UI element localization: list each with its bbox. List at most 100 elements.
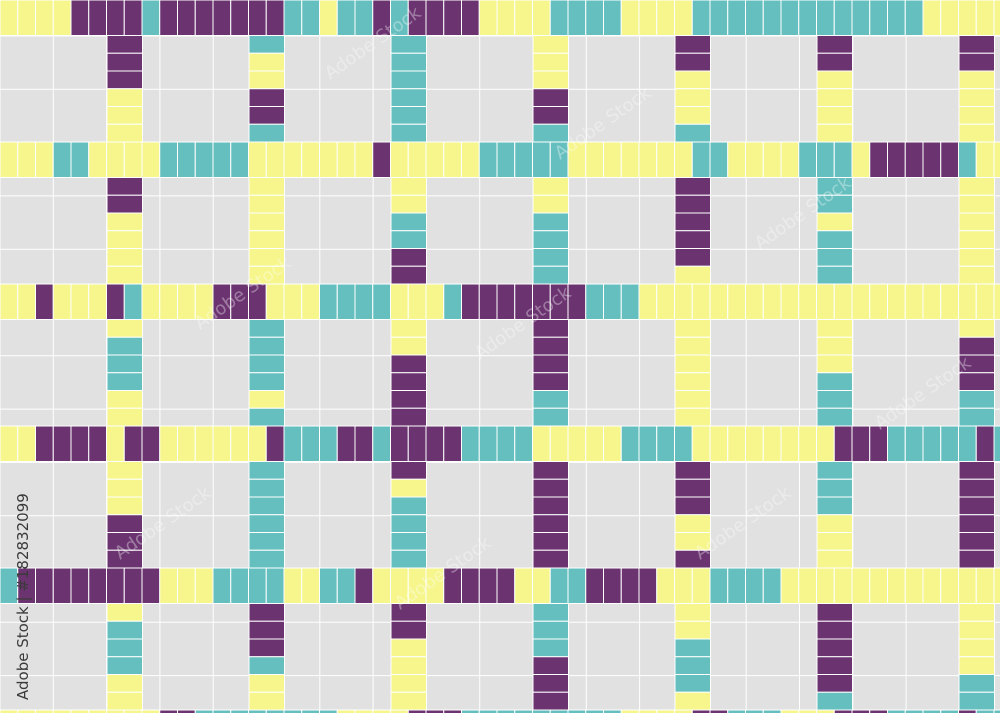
vertical-tile	[816, 390, 853, 409]
vertical-tile	[248, 70, 285, 90]
vertical-tile	[106, 265, 143, 285]
horizontal-tile	[159, 283, 178, 320]
horizontal-tile	[461, 0, 480, 36]
vertical-tile	[674, 656, 711, 675]
vertical-tile	[816, 70, 853, 90]
horizontal-tile	[709, 0, 729, 36]
vertical-tile	[390, 390, 427, 409]
vertical-tile	[816, 549, 853, 569]
horizontal-tile	[851, 425, 871, 462]
horizontal-tile	[265, 425, 285, 462]
vertical-tile	[390, 177, 427, 196]
vertical-tile	[674, 674, 711, 693]
horizontal-tile	[993, 0, 1000, 36]
vertical-tile	[532, 88, 569, 107]
vertical-tile	[674, 336, 711, 356]
horizontal-tile	[975, 283, 995, 320]
vertical-tile	[248, 549, 285, 569]
horizontal-tile	[70, 709, 90, 713]
horizontal-tile	[975, 0, 995, 36]
horizontal-tile	[691, 567, 711, 604]
horizontal-tile	[194, 567, 214, 604]
horizontal-tile	[123, 283, 143, 320]
horizontal-tile	[0, 0, 19, 36]
horizontal-tile	[230, 709, 249, 713]
vertical-tile	[106, 478, 143, 498]
horizontal-tile	[354, 0, 374, 36]
horizontal-tile	[904, 283, 924, 320]
horizontal-tile	[638, 709, 658, 713]
horizontal-tile	[762, 567, 782, 604]
horizontal-tile	[993, 709, 1000, 713]
vertical-tile	[958, 496, 995, 516]
vertical-tile	[816, 532, 853, 551]
horizontal-tile	[88, 709, 107, 713]
horizontal-tile	[567, 567, 587, 604]
horizontal-tile	[514, 0, 533, 36]
horizontal-tile	[248, 425, 267, 462]
horizontal-tile	[283, 425, 303, 462]
horizontal-tile	[478, 0, 498, 36]
horizontal-tile	[319, 283, 338, 320]
vertical-tile	[532, 265, 569, 285]
horizontal-tile	[958, 0, 977, 36]
horizontal-tile	[727, 709, 746, 713]
horizontal-tile	[230, 425, 249, 462]
horizontal-tile	[336, 0, 356, 36]
vertical-tile	[390, 319, 427, 338]
horizontal-tile	[887, 567, 906, 604]
vertical-tile	[816, 52, 853, 72]
vertical-tile	[390, 407, 427, 427]
vertical-tile	[816, 88, 853, 107]
horizontal-tile	[35, 283, 54, 320]
horizontal-tile	[549, 425, 569, 462]
vertical-tile	[106, 319, 143, 338]
vertical-tile	[674, 248, 711, 267]
vertical-tile	[248, 496, 285, 516]
horizontal-tile	[17, 709, 36, 713]
horizontal-tile	[319, 141, 338, 178]
vertical-tile	[958, 194, 995, 214]
horizontal-tile	[762, 709, 782, 713]
vertical-tile	[674, 691, 711, 711]
vertical-tile	[532, 461, 569, 480]
vertical-tile	[390, 70, 427, 90]
horizontal-tile	[567, 709, 587, 713]
horizontal-tile	[496, 567, 516, 604]
horizontal-tile	[603, 0, 622, 36]
vertical-tile	[390, 123, 427, 143]
horizontal-tile	[301, 709, 320, 713]
vertical-tile	[816, 514, 853, 533]
vertical-tile	[816, 496, 853, 516]
horizontal-tile	[656, 141, 675, 178]
vertical-tile	[248, 390, 285, 409]
vertical-tile	[390, 478, 427, 498]
vertical-tile	[532, 691, 569, 711]
horizontal-tile	[585, 567, 604, 604]
horizontal-tile	[727, 567, 746, 604]
horizontal-tile	[940, 141, 959, 178]
horizontal-tile	[177, 567, 196, 604]
horizontal-tile	[833, 141, 853, 178]
horizontal-tile	[780, 709, 800, 713]
vertical-tile	[958, 123, 995, 143]
horizontal-tile	[106, 567, 125, 604]
vertical-tile	[106, 372, 143, 391]
vertical-tile	[106, 354, 143, 374]
horizontal-tile	[461, 567, 480, 604]
horizontal-tile	[159, 0, 178, 36]
horizontal-tile	[106, 709, 125, 713]
horizontal-tile	[177, 0, 196, 36]
horizontal-tile	[443, 709, 462, 713]
horizontal-tile	[496, 141, 516, 178]
horizontal-tile	[833, 0, 853, 36]
horizontal-tile	[88, 0, 107, 36]
horizontal-tile	[532, 425, 551, 462]
horizontal-tile	[354, 141, 374, 178]
horizontal-tile	[816, 709, 835, 713]
vertical-tile	[248, 407, 285, 427]
horizontal-tile	[35, 567, 54, 604]
horizontal-tile	[709, 141, 729, 178]
vertical-tile	[390, 265, 427, 285]
horizontal-tile	[762, 425, 782, 462]
